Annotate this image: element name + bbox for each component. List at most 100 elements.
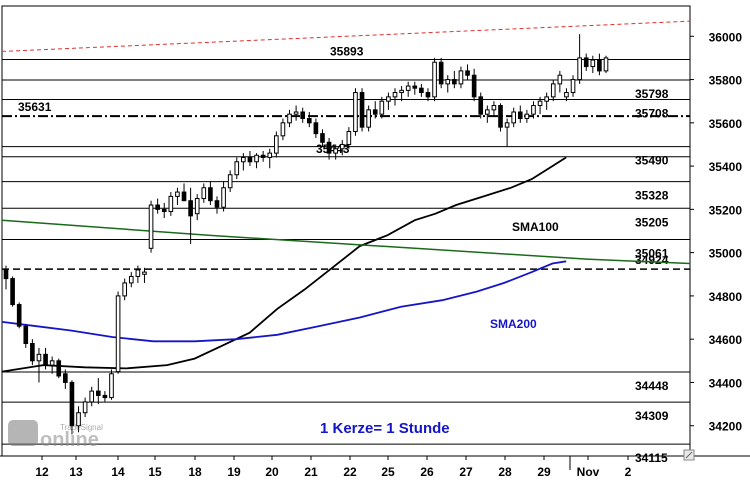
candle [478,92,484,119]
candle-body [471,74,477,98]
x-tick-label: 29 [537,465,551,479]
candle [234,157,240,180]
x-tick-label: 28 [498,465,512,479]
candle [89,386,95,407]
y-tick-label: 34200 [709,420,743,434]
candle-body [320,133,325,143]
candle-body [76,412,81,427]
candle [504,118,510,147]
candle [491,101,497,117]
candle-body [221,187,226,208]
candle [557,70,563,93]
logo-tagline: TradeSignal [60,423,103,432]
candle [23,324,29,348]
candle [346,127,352,149]
candle [366,105,371,132]
candle-body [23,325,29,345]
candle-body [95,390,101,396]
candle [544,92,549,110]
x-tick-label: 14 [111,465,125,479]
candle-body [432,61,437,98]
y-tick-label: 35400 [709,160,743,174]
candle [392,88,398,106]
candle-body [148,204,154,249]
candle [221,181,226,212]
candle [379,96,385,119]
hourly-candle-note: 1 Kerze= 1 Stunde [320,420,450,437]
y-tick-label: 34400 [709,376,743,390]
candle [241,153,246,171]
x-tick-label: 21 [304,465,318,479]
candle-body [109,373,114,399]
candle [142,267,147,283]
candle [445,75,451,93]
candle-body [353,92,358,132]
y-tick-label: 35000 [709,247,743,261]
candle-body [161,208,167,213]
candle-body [412,85,418,89]
candle [458,66,464,89]
candle [293,105,299,121]
candle-body [36,353,42,362]
candle-body [142,271,147,275]
candle-body [557,74,563,85]
candle-body [227,174,233,189]
candle-body [339,143,345,150]
candle-body [333,148,338,154]
candle [524,109,530,123]
candle-body [168,195,174,213]
candle [333,144,338,160]
candle [208,181,213,206]
candle [399,86,404,102]
x-tick-label: 27 [459,465,473,479]
candle-body [419,87,424,94]
candle [109,369,114,400]
candle-body [293,111,299,115]
candle-body [188,200,193,217]
candle-body [485,109,490,115]
x-tick-label: 12 [35,465,49,479]
candle [465,64,470,80]
candle [30,339,35,366]
candle-body [287,113,292,124]
candle [82,397,88,418]
y-tick-label: 34800 [709,290,743,304]
candle-body [16,304,22,327]
candle [438,57,444,89]
resistance-trendline [1,20,691,52]
candle-body [3,269,9,280]
candle-body [194,198,200,215]
candle [300,107,306,123]
candle-body [531,105,536,115]
candle-body [241,156,246,163]
candle-body [590,59,596,68]
candle [227,170,233,193]
candle-body [208,187,213,202]
candle [537,96,543,115]
candle-body [155,204,160,210]
x-tick-label: 19 [227,465,241,479]
candle-body [313,122,319,135]
series-line-sma200 [1,260,567,343]
candle [597,53,602,76]
candle [583,53,589,71]
level-label-35061: 35061 [635,246,669,260]
candle [49,356,55,374]
level-label-35205: 35205 [635,215,669,229]
x-tick-label: 20 [265,465,279,479]
candle [36,347,42,383]
candle-body [306,118,312,124]
candle [3,265,9,290]
candle [267,148,273,169]
candle-body [524,113,530,120]
candle-body [379,100,385,115]
candle-body [372,109,378,115]
candle-body [43,353,48,366]
candle [155,198,160,214]
candle-body [300,111,306,119]
candle-body [128,275,134,284]
candle [432,57,437,102]
candle-body [201,187,207,200]
candle-body [366,109,371,128]
level-label-35708: 35708 [635,106,669,120]
